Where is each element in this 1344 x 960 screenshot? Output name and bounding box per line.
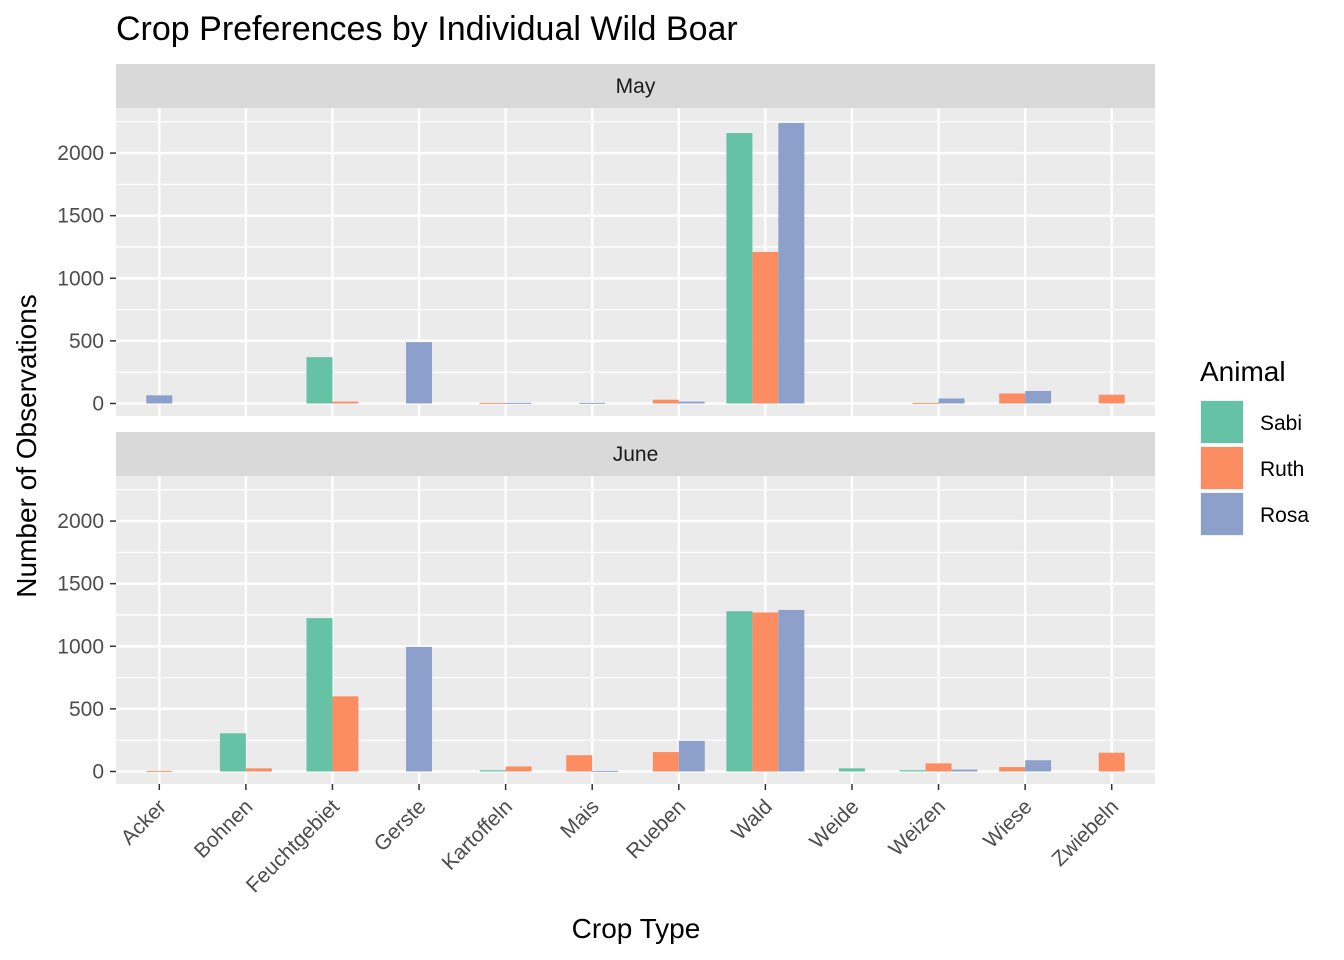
- legend-label: Ruth: [1260, 458, 1304, 481]
- bar-may-wiese-ruth: [999, 393, 1026, 404]
- legend-label: Rosa: [1260, 504, 1309, 527]
- legend-swatch-rosa: [1201, 493, 1243, 535]
- x-tick-label: Rueben: [622, 795, 690, 863]
- bar-may-wald-rosa: [778, 123, 805, 404]
- bar-june-weizen-rosa: [951, 769, 978, 772]
- panel-background: [116, 108, 1155, 416]
- y-axis-title: Number of Observations: [11, 294, 42, 597]
- bar-may-wald-sabi: [726, 133, 753, 404]
- bar-may-kartoffeln-ruth: [479, 402, 506, 404]
- legend: Animal Sabi Ruth Rosa: [1200, 356, 1309, 536]
- bar-june-bohnen-ruth: [245, 768, 272, 772]
- x-tick-label: Wiese: [979, 795, 1037, 853]
- facet-may: May 0 500 1000 1500 2000: [57, 64, 1155, 416]
- bar-may-weizen-ruth: [912, 402, 939, 404]
- legend-swatch-ruth: [1201, 447, 1243, 489]
- legend-swatch-sabi: [1201, 401, 1243, 443]
- bar-may-mais-rosa: [579, 402, 606, 404]
- bar-june-rueben-ruth: [652, 752, 679, 772]
- y-tick-label: 500: [69, 698, 104, 721]
- x-tick-label: Mais: [556, 795, 604, 843]
- panel-background: [116, 476, 1155, 784]
- legend-label: Sabi: [1260, 412, 1302, 435]
- bar-may-wiese-rosa: [1025, 390, 1052, 404]
- y-tick-label: 2000: [57, 142, 104, 165]
- x-tick-label: Acker: [117, 795, 171, 849]
- y-tick-label: 1000: [57, 635, 104, 658]
- bar-june-wiese-rosa: [1025, 760, 1052, 772]
- y-tick-label: 0: [92, 760, 104, 783]
- bar-may-feuchtgebiet-sabi: [306, 357, 333, 404]
- x-tick-label: Wald: [727, 795, 777, 845]
- x-tick-label: Weizen: [885, 795, 951, 861]
- facet-strip-label: June: [613, 443, 659, 466]
- bar-june-kartoffeln-ruth: [505, 766, 532, 772]
- y-tick-label: 1000: [57, 267, 104, 290]
- bar-may-zwiebeln-ruth: [1098, 394, 1125, 404]
- chart-title: Crop Preferences by Individual Wild Boar: [116, 10, 738, 48]
- bar-june-rueben-rosa: [678, 740, 705, 772]
- facet-strip-label: May: [616, 75, 656, 98]
- bar-may-wald-ruth: [752, 251, 779, 404]
- legend-title: Animal: [1200, 356, 1286, 387]
- bar-june-mais-ruth: [566, 755, 593, 772]
- bar-june-weide-sabi: [838, 768, 865, 772]
- y-tick-label: 1500: [57, 205, 104, 228]
- x-tick-label: Kartoffeln: [438, 795, 518, 875]
- facet-strip: [116, 64, 1155, 108]
- facet-strip: [116, 432, 1155, 476]
- y-tick-label: 500: [69, 330, 104, 353]
- y-tick-label: 0: [92, 392, 104, 415]
- x-tick-label: Gerste: [370, 795, 431, 856]
- bar-june-kartoffeln-sabi: [479, 770, 506, 772]
- bar-june-zwiebeln-ruth: [1098, 752, 1125, 772]
- facet-june: June 0 500 1000 1500 2000: [57, 432, 1155, 784]
- facet-panels: May 0 500 1000 1500 2000 June 0 500 1000 1500 2000: [57, 64, 1155, 784]
- bar-may-feuchtgebiet-ruth: [332, 401, 359, 404]
- x-axis-title: Crop Type: [572, 913, 701, 944]
- bar-june-wiese-ruth: [999, 767, 1026, 772]
- bar-june-weizen-sabi: [899, 770, 926, 772]
- bar-june-weizen-ruth: [925, 763, 952, 772]
- bar-may-rueben-rosa: [678, 401, 705, 404]
- bar-may-acker-rosa: [146, 395, 173, 404]
- bar-may-rueben-ruth: [652, 399, 679, 404]
- x-tick-label: Feuchtgebiet: [242, 795, 344, 897]
- bar-june-wald-ruth: [752, 612, 779, 772]
- x-tick-label: Bohnen: [190, 795, 257, 862]
- bar-june-feuchtgebiet-sabi: [306, 618, 333, 772]
- x-tick-label: Zwiebeln: [1048, 795, 1124, 871]
- y-tick-label: 2000: [57, 510, 104, 533]
- bar-june-gerste-rosa: [406, 646, 433, 772]
- bar-may-weizen-rosa: [938, 398, 965, 404]
- bar-june-mais-rosa: [592, 770, 619, 772]
- bar-june-wald-sabi: [726, 611, 753, 772]
- bar-june-wald-rosa: [778, 609, 805, 772]
- bar-june-feuchtgebiet-ruth: [332, 696, 359, 772]
- y-tick-label: 1500: [57, 573, 104, 596]
- x-tick-label: Weide: [805, 795, 863, 853]
- bar-may-kartoffeln-rosa: [505, 402, 532, 404]
- bar-june-acker-ruth: [146, 770, 173, 772]
- bar-may-gerste-rosa: [406, 342, 433, 404]
- bar-june-bohnen-sabi: [219, 733, 246, 772]
